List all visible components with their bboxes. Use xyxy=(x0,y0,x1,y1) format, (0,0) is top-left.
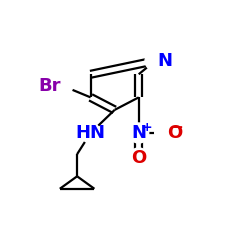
Circle shape xyxy=(80,123,100,143)
Text: −: − xyxy=(170,120,183,135)
Text: +: + xyxy=(142,121,152,134)
Text: N: N xyxy=(131,124,146,142)
Circle shape xyxy=(145,51,165,71)
Circle shape xyxy=(129,123,149,143)
Text: N: N xyxy=(157,52,172,70)
Text: Br: Br xyxy=(38,77,61,95)
Text: O: O xyxy=(131,149,146,167)
Text: O: O xyxy=(166,124,182,142)
Text: HN: HN xyxy=(76,124,106,142)
Circle shape xyxy=(155,123,175,143)
Circle shape xyxy=(53,76,73,96)
Circle shape xyxy=(129,148,149,168)
